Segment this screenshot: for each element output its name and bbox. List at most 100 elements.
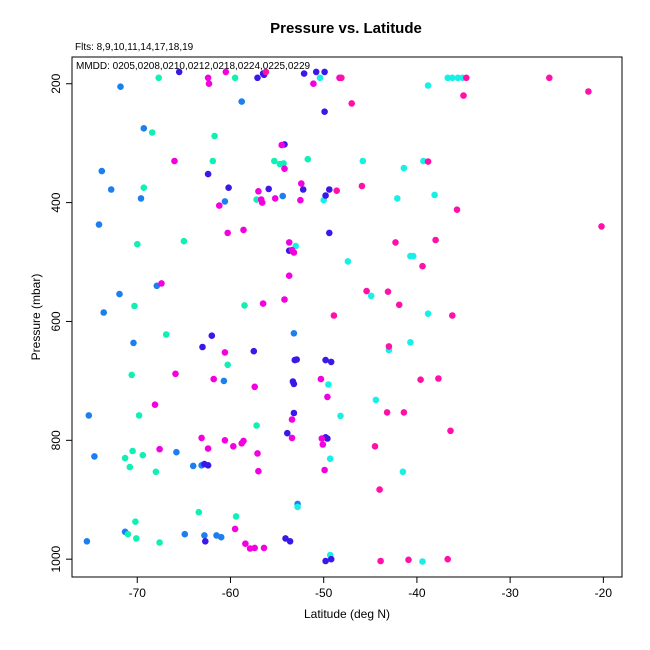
data-point <box>155 74 162 82</box>
data-point <box>348 100 356 107</box>
data-point <box>253 196 260 203</box>
data-point <box>140 184 148 191</box>
data-point <box>148 129 156 136</box>
dates-label: MMDD: 0205,0208,0210,0212,0218,0224,0225… <box>76 61 311 72</box>
data-point <box>151 401 159 409</box>
data-point <box>546 74 553 82</box>
x-axis: -70 -60 -50 -40 -30 -20 <box>129 577 612 600</box>
data-point <box>392 239 399 246</box>
data-point <box>208 332 216 340</box>
y-tick-label: 600 <box>49 311 63 331</box>
data-point <box>322 557 329 565</box>
data-point <box>290 380 298 388</box>
data-point <box>201 532 208 539</box>
data-point <box>449 312 456 319</box>
y-tick-label: 1000 <box>49 546 63 573</box>
data-point <box>175 68 183 76</box>
data-point <box>255 188 262 195</box>
data-point <box>417 376 424 384</box>
data-point <box>209 157 217 165</box>
data-point <box>316 74 324 82</box>
data-point <box>460 92 467 99</box>
data-point <box>419 262 426 270</box>
data-point <box>286 538 294 545</box>
data-point <box>158 280 165 287</box>
data-point <box>204 462 212 469</box>
data-point <box>424 158 432 165</box>
data-point <box>327 555 335 563</box>
data-point <box>271 157 278 165</box>
data-point <box>220 377 228 385</box>
data-point <box>288 434 296 442</box>
data-point <box>242 540 249 547</box>
data-point <box>322 192 329 199</box>
data-point <box>221 349 229 356</box>
y-tick-label: 200 <box>49 73 63 93</box>
data-point <box>205 80 213 87</box>
data-point <box>454 74 462 82</box>
data-point <box>310 80 317 87</box>
data-point <box>325 381 332 388</box>
data-point <box>181 530 189 538</box>
y-axis: 200 400 600 800 1000 <box>49 73 72 573</box>
data-point <box>333 187 341 194</box>
data-point <box>409 252 417 260</box>
data-point <box>449 74 456 82</box>
data-point <box>284 429 291 437</box>
x-tick-label: -60 <box>222 586 240 600</box>
data-point <box>232 513 240 520</box>
data-point <box>100 309 107 316</box>
data-point <box>337 412 344 420</box>
data-point <box>383 409 391 416</box>
data-point <box>444 74 452 82</box>
data-point <box>317 375 325 383</box>
data-point <box>324 435 331 442</box>
data-point <box>322 356 329 364</box>
data-point <box>444 555 452 563</box>
x-tick-label: -30 <box>501 586 519 600</box>
data-point <box>189 462 197 470</box>
data-point <box>298 180 305 187</box>
data-point <box>107 186 115 193</box>
data-point <box>173 448 180 456</box>
data-point <box>85 412 93 419</box>
data-point <box>326 455 334 463</box>
data-point <box>278 141 286 149</box>
data-point <box>91 453 98 460</box>
data-point <box>326 186 333 193</box>
data-point <box>376 486 383 493</box>
data-point <box>238 98 245 105</box>
y-tick-label: 400 <box>49 192 63 212</box>
data-point <box>405 556 412 564</box>
data-points <box>83 68 605 565</box>
data-point <box>116 290 123 298</box>
data-point <box>327 358 335 366</box>
data-point <box>321 68 328 76</box>
data-point <box>224 361 231 369</box>
data-point <box>124 530 132 538</box>
data-point <box>240 226 247 234</box>
chart-title: Pressure vs. Latitude <box>270 20 422 37</box>
data-point <box>211 132 218 140</box>
data-point <box>285 272 293 280</box>
data-point <box>254 74 261 82</box>
x-tick-label: -50 <box>315 586 333 600</box>
data-point <box>133 535 140 542</box>
data-point <box>121 454 129 462</box>
data-point <box>399 468 407 476</box>
data-point <box>152 468 160 476</box>
data-point <box>140 125 148 132</box>
data-point <box>210 375 217 383</box>
data-point <box>231 525 239 533</box>
data-point <box>253 422 260 429</box>
data-point <box>324 393 331 401</box>
data-point <box>431 191 438 199</box>
data-point <box>304 155 312 163</box>
data-point <box>199 343 206 351</box>
data-point <box>281 165 288 172</box>
data-point <box>198 434 205 442</box>
data-point <box>171 157 178 165</box>
data-point <box>204 445 212 452</box>
data-point <box>202 538 209 545</box>
data-point <box>293 356 301 363</box>
